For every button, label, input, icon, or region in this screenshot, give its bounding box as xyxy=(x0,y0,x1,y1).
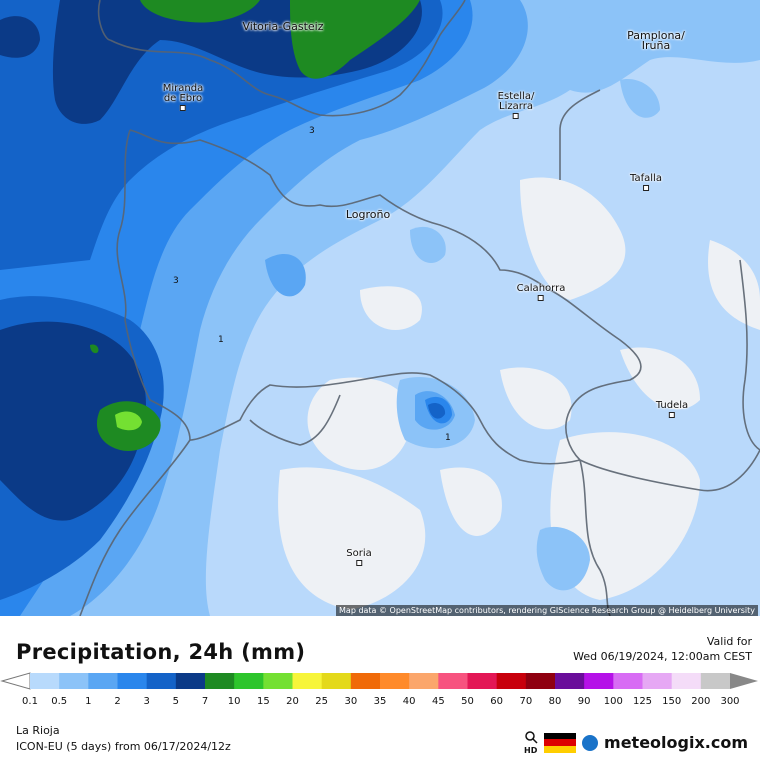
contour-label: 3 xyxy=(309,126,315,136)
legend-swatch xyxy=(438,673,468,689)
legend-swatch xyxy=(88,673,118,689)
legend-tick: 70 xyxy=(519,696,533,707)
city-name: Soria xyxy=(346,548,372,559)
city-name: Tudela xyxy=(655,400,689,411)
legend-tick: 45 xyxy=(431,696,445,707)
city-marker xyxy=(669,412,675,418)
germany-flag-icon[interactable] xyxy=(544,732,577,753)
city-label-tafalla[interactable]: Tafalla xyxy=(630,174,662,191)
city-marker xyxy=(355,560,362,566)
hd-label: HD xyxy=(524,746,538,755)
legend-swatch xyxy=(613,673,643,689)
city-label-pamplona[interactable]: Pamplona/ Iruña xyxy=(627,29,685,52)
city-label-soria[interactable]: Soria xyxy=(346,548,372,566)
city-label-vitoria[interactable]: Vitoria-Gasteiz xyxy=(242,20,324,33)
city-name: Estella/ Lizarra xyxy=(497,91,535,112)
legend-tick: 1 xyxy=(85,696,92,707)
map-title: Precipitation, 24h (mm) xyxy=(16,640,306,664)
legend-tick: 10 xyxy=(227,696,241,707)
legend-tick: 50 xyxy=(461,696,474,707)
legend-swatch xyxy=(59,673,89,689)
city-marker xyxy=(642,185,649,191)
city-label-calahorra[interactable]: Calahorra xyxy=(516,283,566,301)
city-label-estella[interactable]: Estella/ Lizarra xyxy=(497,91,535,119)
city-label-miranda[interactable]: Miranda de Ebro xyxy=(163,84,203,111)
city-label-logrono[interactable]: Logroño xyxy=(345,208,391,221)
city-name: Vitoria-Gasteiz xyxy=(242,20,324,33)
map-attribution[interactable]: Map data © OpenStreetMap contributors, r… xyxy=(336,605,758,616)
city-name: Logroño xyxy=(345,208,391,221)
legend-tick-labels: 0.1 0.5 1 2 3 5 7 10 15 20 25 30 35 40 45 50 60 70 80 90 100… xyxy=(0,696,760,710)
legend-tick: 35 xyxy=(373,696,387,707)
region-label: La Rioja xyxy=(16,724,60,737)
legend-tick: 5 xyxy=(172,696,180,707)
legend-swatch xyxy=(642,673,673,689)
contour-label: 3 xyxy=(173,276,179,286)
hd-toggle[interactable]: HD xyxy=(524,730,538,755)
legend-tick: 2 xyxy=(114,696,121,707)
contour-label: 1 xyxy=(218,335,224,345)
precipitation-field xyxy=(0,0,760,616)
legend-swatch xyxy=(700,673,731,689)
legend-tick: 20 xyxy=(286,696,299,707)
brand-name[interactable]: meteologix.com xyxy=(604,733,748,752)
legend-tick: 0.1 xyxy=(22,696,38,707)
legend-tick: 150 xyxy=(662,696,682,707)
legend-tick: 100 xyxy=(603,696,623,707)
legend-swatch xyxy=(234,673,264,689)
legend-swatch xyxy=(555,673,585,689)
legend-tick: 300 xyxy=(720,696,740,707)
meteologix-logo-icon xyxy=(582,734,599,751)
legend-tick: 0.5 xyxy=(51,696,68,707)
legend-tick: 30 xyxy=(344,696,358,707)
legend-tick: 60 xyxy=(490,696,504,707)
brand-area: HD meteologix.com xyxy=(524,730,748,755)
legend-arrow-right xyxy=(730,673,758,689)
color-legend-bar xyxy=(0,672,758,690)
legend-swatch xyxy=(671,673,702,689)
city-label-tudela[interactable]: Tudela xyxy=(656,401,688,418)
valid-time: Wed 06/19/2024, 12:00am CEST xyxy=(573,650,752,663)
legend-swatch xyxy=(380,673,410,689)
legend-swatch xyxy=(350,673,381,689)
city-name: Miranda de Ebro xyxy=(162,83,204,104)
city-name: Calahorra xyxy=(516,283,566,294)
precipitation-map[interactable]: 3 3 1 1 Vitoria-Gasteiz Pamplona/ Iruña … xyxy=(0,0,760,616)
city-name: Pamplona/ Iruña xyxy=(627,29,685,52)
legend-swatch xyxy=(146,673,177,689)
legend-swatch xyxy=(321,673,352,689)
contour-label: 1 xyxy=(445,433,451,443)
city-name: Tafalla xyxy=(630,173,662,184)
legend-swatch xyxy=(263,673,293,689)
legend-tick: 7 xyxy=(201,696,209,707)
legend-tick: 80 xyxy=(548,696,562,707)
city-marker xyxy=(513,113,519,119)
valid-label: Valid for xyxy=(706,635,752,648)
legend-swatch xyxy=(525,673,556,689)
legend-swatch xyxy=(117,673,148,689)
legend-swatch xyxy=(30,673,60,689)
legend-tick: 125 xyxy=(632,696,653,707)
legend-tick: 200 xyxy=(691,696,711,707)
city-marker xyxy=(180,105,186,111)
search-icon xyxy=(525,731,538,744)
city-marker xyxy=(538,295,544,301)
legend-swatch xyxy=(175,673,206,689)
legend-tick: 25 xyxy=(315,696,329,707)
legend-tick: 90 xyxy=(577,696,591,707)
model-run-label: ICON-EU (5 days) from 06/17/2024/12z xyxy=(16,740,231,753)
legend-tick: 15 xyxy=(256,696,270,707)
legend-swatch xyxy=(467,673,498,689)
legend-swatch xyxy=(584,673,614,689)
legend-swatch xyxy=(496,673,527,689)
legend-swatch xyxy=(409,673,439,689)
legend-tick: 40 xyxy=(402,696,416,707)
legend-arrow-left xyxy=(0,672,31,690)
legend-swatch xyxy=(292,673,323,689)
legend-swatch xyxy=(205,673,235,689)
legend-footer: Precipitation, 24h (mm) Valid for Wed 06… xyxy=(0,616,760,760)
legend-tick: 3 xyxy=(143,696,150,707)
valid-time-block: Valid for Wed 06/19/2024, 12:00am CEST xyxy=(573,634,752,664)
